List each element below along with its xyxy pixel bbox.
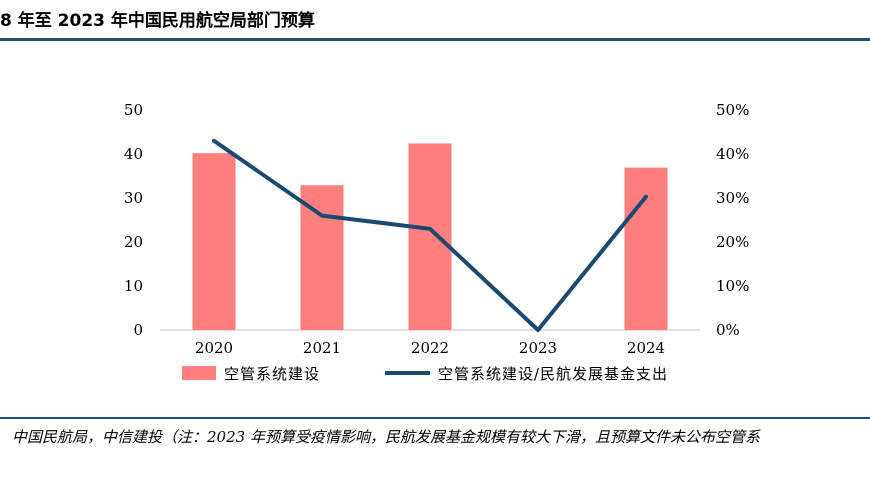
y-left-tick-label: 50 [124, 101, 143, 119]
y-left-tick-label: 10 [124, 277, 143, 295]
y-right-tick-label: 20% [716, 233, 749, 251]
legend-label-line: 空管系统建设/民航发展基金支出 [438, 365, 668, 383]
bar [300, 185, 344, 330]
budget-chart: 0 10 20 30 40 50 0% 10% 20% 30% 40% 50% 2020 2021 2022… [124, 101, 749, 383]
x-tick-label: 2020 [195, 339, 233, 357]
y-right-tick-label: 10% [716, 277, 749, 295]
y-right-tick-label: 50% [716, 101, 749, 119]
x-tick-label: 2022 [411, 339, 449, 357]
y-right-tick-label: 30% [716, 189, 749, 207]
bar [408, 143, 452, 330]
bottom-rule [0, 417, 870, 419]
y-left-tick-label: 40 [124, 145, 143, 163]
y-right-tick-label: 40% [716, 145, 749, 163]
x-tick-label: 2021 [303, 339, 341, 357]
chart-title: 8 年至 2023 年中国民用航空局部门预算 [0, 11, 315, 31]
y-left-tick-label: 0 [133, 321, 143, 339]
x-tick-label: 2024 [627, 339, 665, 357]
legend-swatch-bar [182, 366, 216, 380]
source-note: 中国民航局，中信建投（注：2023 年预算受疫情影响，民航发展基金规模有较大下滑… [12, 428, 760, 446]
legend-label-bar: 空管系统建设 [224, 365, 320, 383]
y-left-tick-label: 30 [124, 189, 143, 207]
bar [624, 167, 668, 330]
bar [192, 153, 236, 330]
y-left-tick-label: 20 [124, 233, 143, 251]
top-rule [0, 38, 870, 41]
y-right-tick-label: 0% [716, 321, 740, 339]
x-tick-label: 2023 [519, 339, 557, 357]
series-line [212, 138, 648, 332]
